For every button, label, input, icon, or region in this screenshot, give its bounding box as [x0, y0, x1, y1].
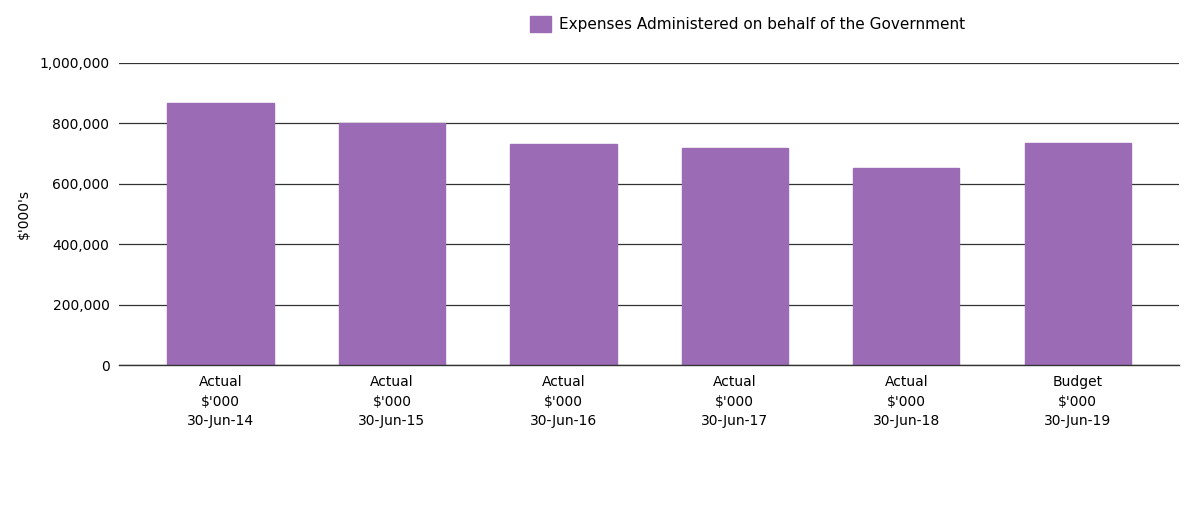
Bar [1024, 144, 1131, 365]
Bar [510, 145, 617, 365]
Bar [338, 123, 445, 365]
Y-axis label: $'000's: $'000's [17, 189, 31, 239]
Legend: Expenses Administered on behalf of the Government: Expenses Administered on behalf of the G… [530, 16, 965, 32]
Bar [853, 168, 960, 365]
Bar [167, 103, 274, 365]
Bar [681, 148, 788, 365]
